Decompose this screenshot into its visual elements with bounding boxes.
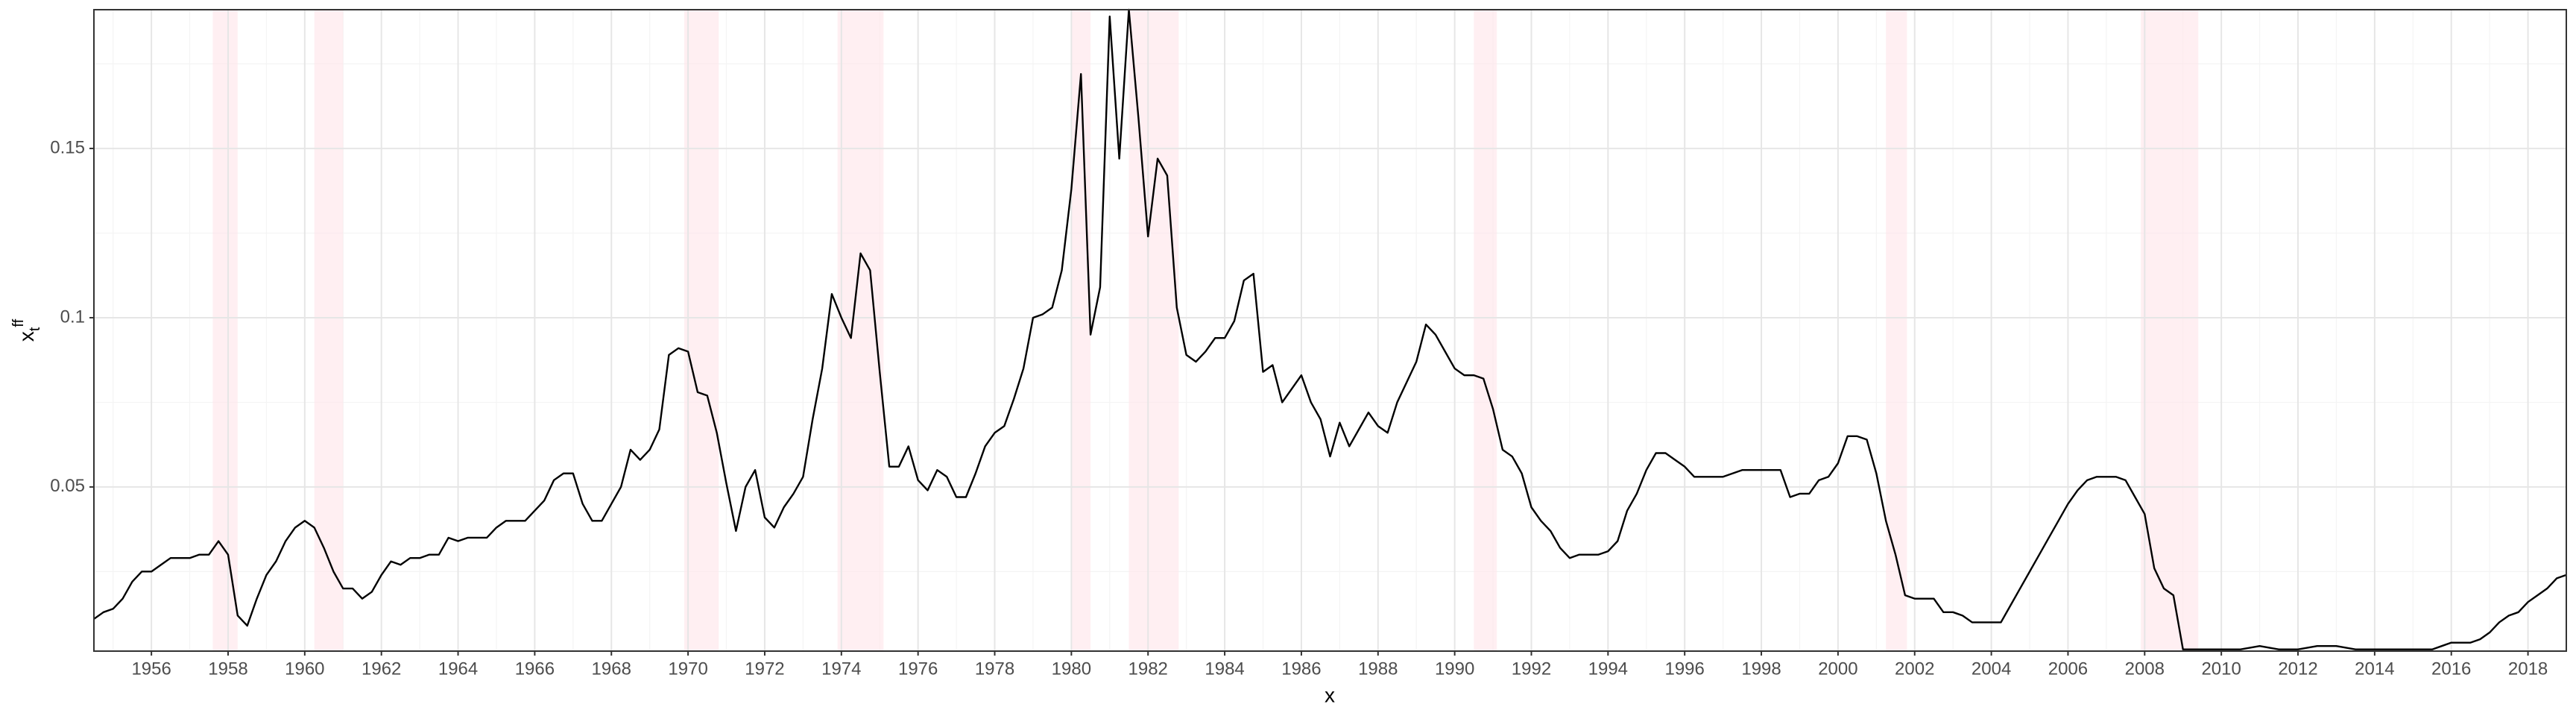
recession-band bbox=[314, 10, 344, 651]
x-tick-label: 2004 bbox=[1972, 659, 2011, 679]
recession-band bbox=[1128, 10, 1179, 651]
y-tick-label: 0.15 bbox=[50, 137, 85, 157]
x-tick-label: 1962 bbox=[362, 659, 401, 679]
x-tick-label: 2012 bbox=[2278, 659, 2317, 679]
x-tick-label: 1998 bbox=[1741, 659, 1781, 679]
x-tick-label: 1974 bbox=[821, 659, 861, 679]
y-axis-title-base: x bbox=[15, 331, 38, 342]
y-axis-title-sup: ff bbox=[10, 318, 27, 327]
recession-band bbox=[212, 10, 238, 651]
x-tick-label: 2016 bbox=[2431, 659, 2471, 679]
y-tick-label: 0.05 bbox=[50, 476, 85, 496]
x-tick-label: 1990 bbox=[1435, 659, 1474, 679]
x-tick-label: 1986 bbox=[1281, 659, 1321, 679]
x-tick-label: 2008 bbox=[2125, 659, 2165, 679]
x-tick-label: 1968 bbox=[592, 659, 631, 679]
x-tick-label: 1980 bbox=[1052, 659, 1091, 679]
y-tick-label: 0.1 bbox=[60, 307, 85, 327]
recession-band bbox=[1886, 10, 1907, 651]
x-tick-label: 1978 bbox=[975, 659, 1014, 679]
x-tick-label: 1970 bbox=[668, 659, 707, 679]
x-tick-label: 1992 bbox=[1512, 659, 1551, 679]
y-axis-title: xtff bbox=[10, 318, 43, 342]
x-tick-label: 1958 bbox=[208, 659, 247, 679]
x-tick-label: 1972 bbox=[745, 659, 784, 679]
x-tick-label: 1988 bbox=[1358, 659, 1398, 679]
x-tick-label: 2000 bbox=[1818, 659, 1857, 679]
recession-band bbox=[1474, 10, 1497, 651]
recession-band bbox=[684, 10, 719, 651]
x-tick-label: 2006 bbox=[2048, 659, 2088, 679]
x-tick-label: 1994 bbox=[1588, 659, 1628, 679]
x-tick-label: 1996 bbox=[1664, 659, 1704, 679]
x-tick-label: 2002 bbox=[1895, 659, 1934, 679]
x-axis-title: x bbox=[1325, 683, 1335, 706]
recession-band bbox=[1071, 10, 1091, 651]
x-tick-label: 1964 bbox=[438, 659, 478, 679]
series-line bbox=[93, 8, 2567, 650]
y-axis-title-sub: t bbox=[27, 327, 43, 331]
x-tick-label: 1960 bbox=[285, 659, 324, 679]
x-tick-label: 1984 bbox=[1205, 659, 1244, 679]
x-tick-label: 2018 bbox=[2508, 659, 2548, 679]
x-tick-label: 1976 bbox=[898, 659, 938, 679]
x-tick-label: 2014 bbox=[2355, 659, 2394, 679]
x-tick-label: 1982 bbox=[1128, 659, 1168, 679]
panel-border bbox=[93, 9, 2567, 652]
x-tick-label: 1966 bbox=[515, 659, 555, 679]
x-tick-label: 2010 bbox=[2201, 659, 2241, 679]
x-tick-label: 1956 bbox=[131, 659, 171, 679]
recession-band bbox=[2141, 10, 2199, 651]
